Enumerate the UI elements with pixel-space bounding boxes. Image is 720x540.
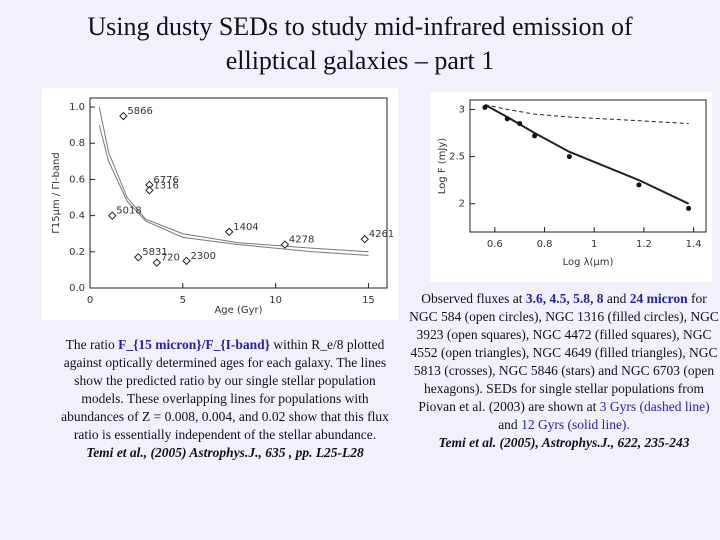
point-label: 5018 bbox=[116, 206, 141, 217]
point-label: 2300 bbox=[191, 251, 216, 262]
figure-left: 0 5 10 15 0.0 0.2 0.4 0.6 0.8 1.0 Age (Gyr) Γ15μm /… bbox=[42, 88, 398, 320]
data-point bbox=[686, 205, 692, 211]
caption-right: Observed fluxes at 3.6, 4.5, 5.8, 8 and … bbox=[408, 290, 720, 452]
caption-left: The ratio F_{15 micron}/F_{I-band} withi… bbox=[52, 336, 398, 462]
caption-bold: F_{15 micron}/F_{I-band} bbox=[118, 337, 271, 352]
point-label: 4278 bbox=[289, 235, 314, 246]
point-label: 1316 bbox=[153, 180, 178, 191]
point-label: 4261 bbox=[369, 229, 394, 240]
data-point bbox=[108, 211, 117, 220]
x-tick-label: 1.4 bbox=[686, 239, 702, 250]
data-point bbox=[119, 111, 128, 121]
data-point bbox=[152, 258, 162, 267]
y-tick-label: 0.0 bbox=[69, 283, 85, 294]
citation: Temi et al., (2005) Astrophys.J., 635 , … bbox=[86, 445, 364, 460]
data-point bbox=[224, 227, 234, 237]
x-axis-label: Age (Gyr) bbox=[214, 305, 262, 316]
y-tick-label: 3 bbox=[459, 104, 465, 115]
model-line bbox=[484, 103, 690, 205]
citation: Temi et al. (2005), Astrophys.J., 622, 2… bbox=[438, 435, 690, 450]
data-point bbox=[504, 116, 510, 122]
title-line: Using dusty SEDs to study mid-infrared e… bbox=[87, 12, 633, 41]
x-tick-label: 1.2 bbox=[636, 239, 652, 250]
caption-text: Observed fluxes at bbox=[421, 291, 526, 306]
y-tick-label: 0.8 bbox=[69, 138, 85, 149]
figure-right: 0.6 0.8 1 1.2 1.4 2 2.5 3 Log λ(μm) Log F (mJy) bbox=[430, 92, 712, 282]
y-tick-label: 0.2 bbox=[69, 247, 85, 258]
data-point bbox=[145, 186, 154, 195]
caption-highlight: 12 Gyrs (solid line). bbox=[521, 417, 630, 432]
model-line bbox=[98, 125, 369, 256]
model-line bbox=[484, 104, 689, 125]
caption-text: and bbox=[498, 417, 522, 432]
model-line bbox=[98, 106, 369, 253]
x-tick-label: 0 bbox=[87, 295, 93, 306]
data-point bbox=[517, 121, 523, 127]
x-tick-label: 0.6 bbox=[487, 239, 503, 250]
point-label: 5831 bbox=[142, 247, 167, 258]
data-point bbox=[566, 154, 572, 160]
caption-text: within R_e/8 plotted against optically d… bbox=[61, 337, 389, 442]
x-tick-label: 1 bbox=[591, 239, 597, 250]
data-point bbox=[134, 252, 143, 262]
y-tick-label: 1.0 bbox=[69, 102, 85, 113]
x-axis-label: Log λ(μm) bbox=[563, 257, 614, 268]
caption-text: and bbox=[603, 291, 630, 306]
x-tick-label: 10 bbox=[269, 295, 282, 306]
data-point bbox=[482, 105, 488, 111]
y-tick-label: 2 bbox=[459, 199, 465, 210]
point-label: 1404 bbox=[233, 222, 258, 233]
y-tick-label: 0.6 bbox=[69, 174, 85, 185]
caption-bold: 24 micron bbox=[629, 291, 688, 306]
x-tick-label: 0.8 bbox=[537, 239, 553, 250]
data-point bbox=[360, 234, 369, 244]
y-tick-label: 2.5 bbox=[449, 152, 465, 163]
x-tick-label: 5 bbox=[180, 295, 186, 306]
data-point bbox=[280, 240, 290, 249]
caption-bold: 3.6, 4.5, 5.8, 8 bbox=[525, 291, 604, 306]
data-point bbox=[532, 133, 538, 139]
point-label: 5866 bbox=[127, 106, 152, 117]
y-axis-label: Γ15μm / ΓI-band bbox=[51, 152, 62, 233]
plot-frame bbox=[89, 97, 388, 289]
point-label: 720 bbox=[161, 253, 180, 264]
caption-text: The ratio bbox=[65, 337, 119, 352]
caption-highlight: 3 Gyrs (dashed line) bbox=[599, 399, 710, 414]
y-tick-label: 0.4 bbox=[69, 211, 85, 222]
y-axis-label: Log F (mJy) bbox=[437, 138, 448, 194]
plot-frame bbox=[469, 99, 707, 233]
x-tick-label: 15 bbox=[362, 295, 375, 306]
data-point bbox=[636, 182, 642, 188]
point-label: 6776 bbox=[153, 175, 178, 186]
data-point bbox=[145, 180, 154, 190]
title-line: elliptical galaxies – part 1 bbox=[225, 46, 495, 75]
data-point bbox=[182, 256, 191, 266]
caption-text: for NGC 584 (open circles), NGC 1316 (fi… bbox=[409, 291, 719, 414]
